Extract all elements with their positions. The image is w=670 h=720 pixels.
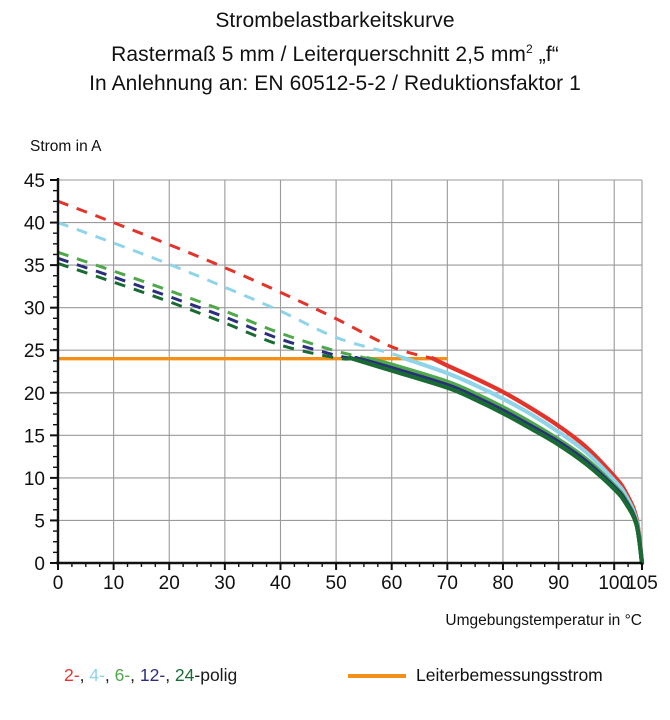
rated-current-label: Leiterbemessungsstrom [416,665,603,685]
series-dashed-6-polig [57,250,370,361]
legend-series-part-2: 4- [89,665,105,685]
series-dashed-2-polig [57,199,434,361]
legend-rated-current: Leiterbemessungsstrom [348,665,603,686]
title-line-2-pre: Rastermaß 5 mm / Leiterquerschnitt 2,5 m… [111,43,527,66]
legend-series-part-1: , [79,665,90,685]
x-axis-tick-label: 10 [103,573,124,594]
x-axis-tick-label: 20 [159,573,180,594]
title-line-2-superscript: 2 [526,42,533,56]
rated-current-swatch [348,673,406,678]
y-axis-tick-label: 30 [24,299,45,320]
chart-area: 0 10 20 30 40 50 60 70 80 90 100 105 0 5 10 15 20 25 30 35 4… [0,132,670,632]
series-solid-4-polig [400,355,645,566]
title-line-1: Strombelastbarkeitskurve [215,9,455,32]
x-axis-tick-label: 60 [381,573,402,594]
legend-series-part-3: , [104,665,115,685]
legend-series-labels: 2-, 4-, 6-, 12-, 24-polig [64,665,237,686]
y-axis-tick-label: 5 [34,511,45,532]
x-axis-tick-label: 40 [270,573,291,594]
title-line-2: Rastermaß 5 mm / Leiterquerschnitt 2,5 m… [0,35,670,69]
y-axis-tick-label: 25 [24,341,45,362]
y-axis-tick-label: 45 [24,171,45,192]
series-solid-24-polig [347,355,645,566]
y-axis-title: Strom in A [30,138,102,155]
y-axis-tick-label: 0 [34,554,45,575]
title-line-2-post: „f“ [532,43,559,66]
legend-series-part-7: , [165,665,175,685]
legend-series-part-9: -polig [194,665,238,685]
series-dashed-12-polig [57,256,359,361]
chart-legend: 2-, 4-, 6-, 12-, 24-polig Leiterbemessun… [0,660,670,700]
x-axis-title: Umgebungstemperatur in °C [445,612,642,629]
chart-title-block: Strombelastbarkeitskurve Rastermaß 5 mm … [0,0,670,98]
y-axis-tick-label: 15 [24,426,45,447]
series-dashed-4-polig [57,221,407,361]
y-axis-tick-label: 10 [24,469,45,490]
y-axis-tick-label: 35 [24,256,45,277]
x-axis-tick-label: 100 [598,573,630,594]
y-axis-tick-label: 20 [24,384,45,405]
series-dashed-24-polig [57,261,353,361]
y-axis-tick-label: 40 [24,214,45,235]
x-axis-tick-label: 50 [326,573,347,594]
legend-series-part-5: , [130,665,140,685]
title-line-3: In Anlehnung an: EN 60512-5-2 / Reduktio… [89,72,581,95]
legend-series-part-0: 2- [64,665,80,685]
x-axis-tick-label: 0 [53,573,64,594]
legend-series-part-4: 6- [114,665,131,685]
x-axis-tick-label: 70 [437,573,458,594]
x-axis-tick-label: 80 [492,573,513,594]
x-axis-tick-label: 105 [626,573,658,594]
x-axis-tick-label: 90 [548,573,569,594]
x-axis-tick-label: 30 [214,573,235,594]
legend-series-part-6: 12- [139,665,166,685]
legend-series-part-8: 24 [174,665,195,685]
